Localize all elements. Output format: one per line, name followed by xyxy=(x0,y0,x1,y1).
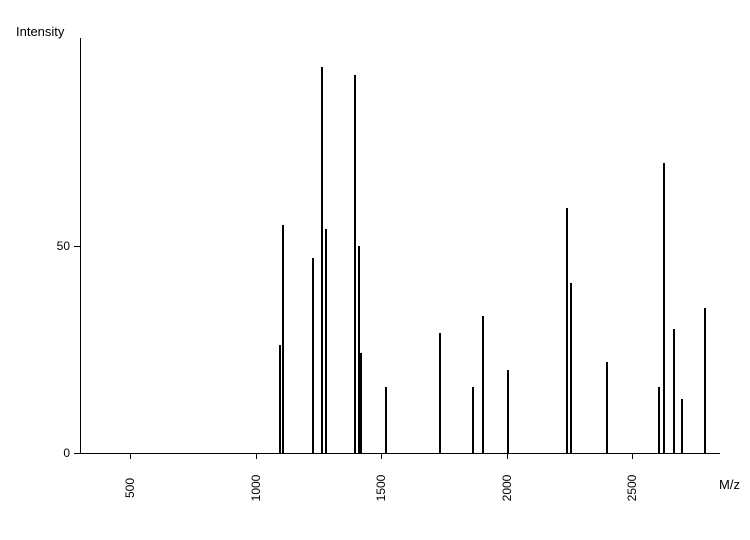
peak xyxy=(566,208,568,453)
y-tick xyxy=(74,246,80,247)
peak xyxy=(282,225,284,453)
peak xyxy=(663,163,665,454)
x-tick-label: 2000 xyxy=(500,468,514,508)
x-tick xyxy=(507,453,508,459)
y-tick-label: 0 xyxy=(42,446,70,460)
x-tick-label: 1500 xyxy=(374,468,388,508)
peak xyxy=(321,67,323,453)
x-axis xyxy=(80,453,720,454)
peak xyxy=(439,333,441,453)
peak xyxy=(385,387,387,453)
peak xyxy=(704,308,706,453)
peak xyxy=(360,353,362,453)
y-tick-label: 50 xyxy=(42,239,70,253)
x-tick-label: 2500 xyxy=(625,468,639,508)
x-tick xyxy=(381,453,382,459)
peak xyxy=(354,75,356,453)
peak xyxy=(507,370,509,453)
y-tick xyxy=(74,453,80,454)
peak xyxy=(482,316,484,453)
peak xyxy=(312,258,314,453)
peak xyxy=(279,345,281,453)
x-tick xyxy=(256,453,257,459)
peak xyxy=(325,229,327,453)
y-axis-label: Intensity xyxy=(16,24,64,39)
peak xyxy=(570,283,572,453)
y-axis xyxy=(80,38,81,453)
peak xyxy=(681,399,683,453)
x-axis-label: M/z xyxy=(719,477,740,492)
mass-spectrum-chart: Intensity M/z 0 50 500 1000 1500 2000 2500 xyxy=(0,0,750,540)
peak xyxy=(472,387,474,453)
x-tick-label: 1000 xyxy=(249,468,263,508)
x-tick-label: 500 xyxy=(123,468,137,508)
peak xyxy=(606,362,608,453)
peak xyxy=(673,329,675,454)
x-tick xyxy=(130,453,131,459)
peak xyxy=(658,387,660,453)
x-tick xyxy=(632,453,633,459)
